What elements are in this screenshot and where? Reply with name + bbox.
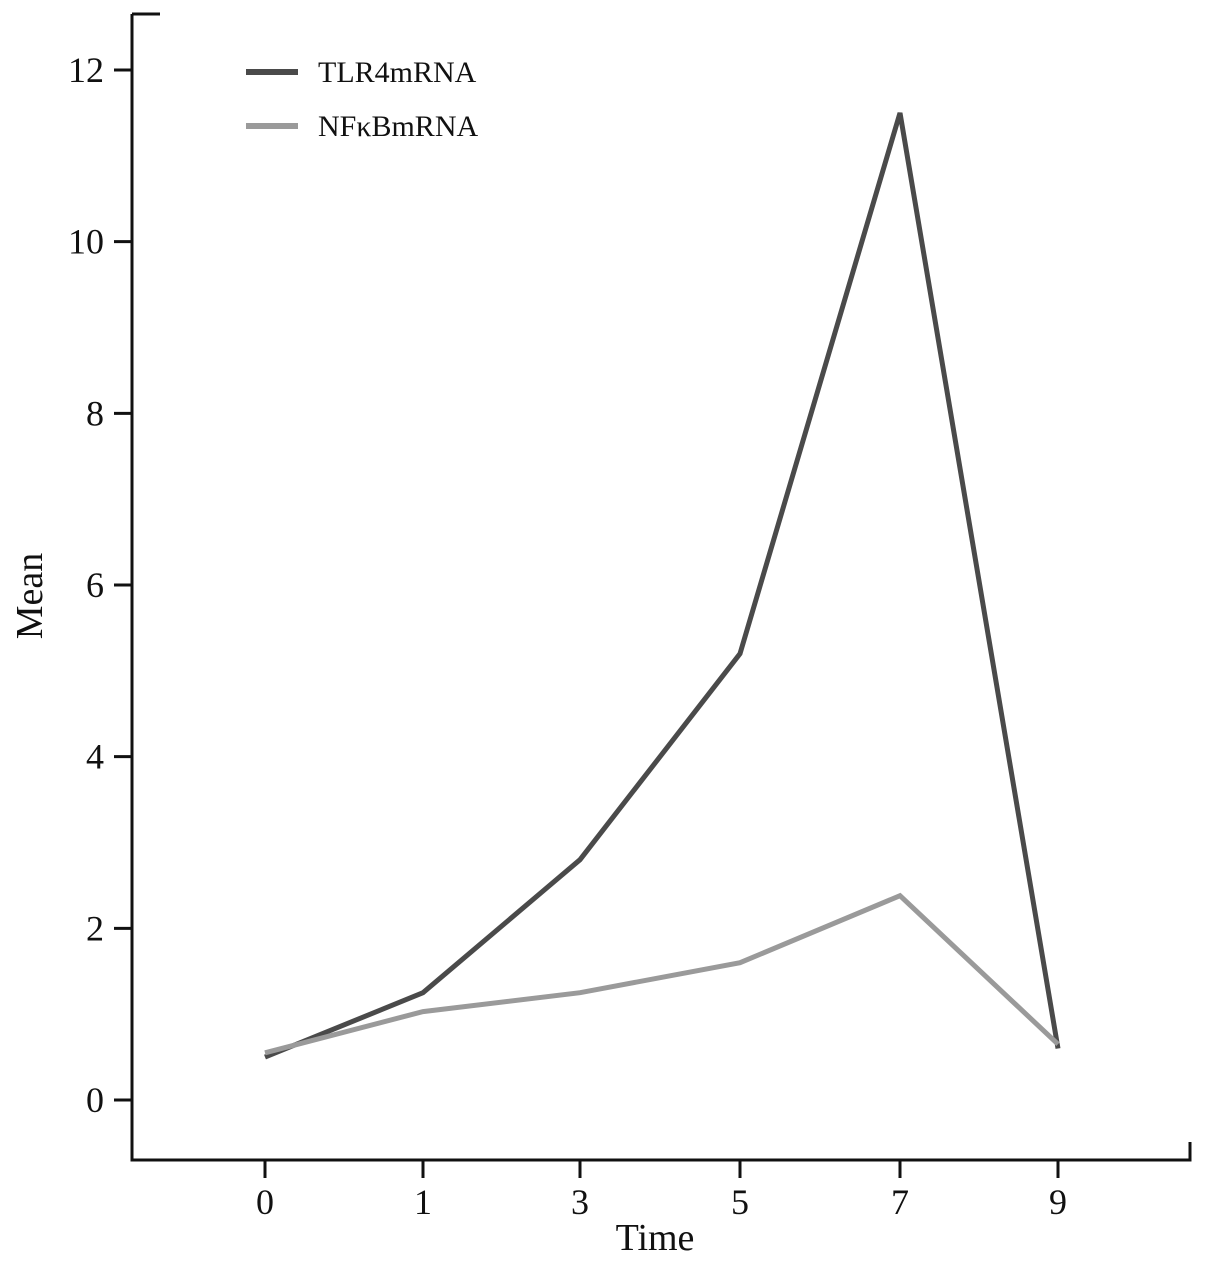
series-group [264,112,1061,1060]
x-axis-title: Time [616,1217,695,1259]
x-tick-label: 9 [1049,1182,1067,1222]
x-tick-label: 1 [414,1182,432,1222]
x-tick-label: 7 [891,1182,909,1222]
y-tick-label: 6 [86,565,104,605]
y-tick-label: 10 [68,222,104,262]
x-tick-label: 0 [256,1182,274,1222]
y-axis-line [130,12,1192,1162]
x-ticks: 0 1 3 5 7 9 [256,1160,1067,1222]
x-tick-label: 5 [731,1182,749,1222]
axes [130,12,1192,1162]
y-tick-label: 8 [86,393,104,433]
y-tick-label: 2 [86,908,104,948]
y-tick-label: 0 [86,1080,104,1120]
legend: TLR4mRNA NFκBmRNA [246,56,478,143]
legend-label: NFκBmRNA [318,110,478,143]
y-tick-label: 12 [68,50,104,90]
series-line-1 [264,892,1060,1056]
x-tick-label: 3 [571,1182,589,1222]
series-line-0 [264,112,1061,1060]
y-ticks: 0 2 4 6 8 10 12 [68,50,132,1120]
y-tick-label: 4 [86,737,104,777]
legend-label: TLR4mRNA [318,56,477,89]
y-axis-title: Mean [9,553,51,640]
